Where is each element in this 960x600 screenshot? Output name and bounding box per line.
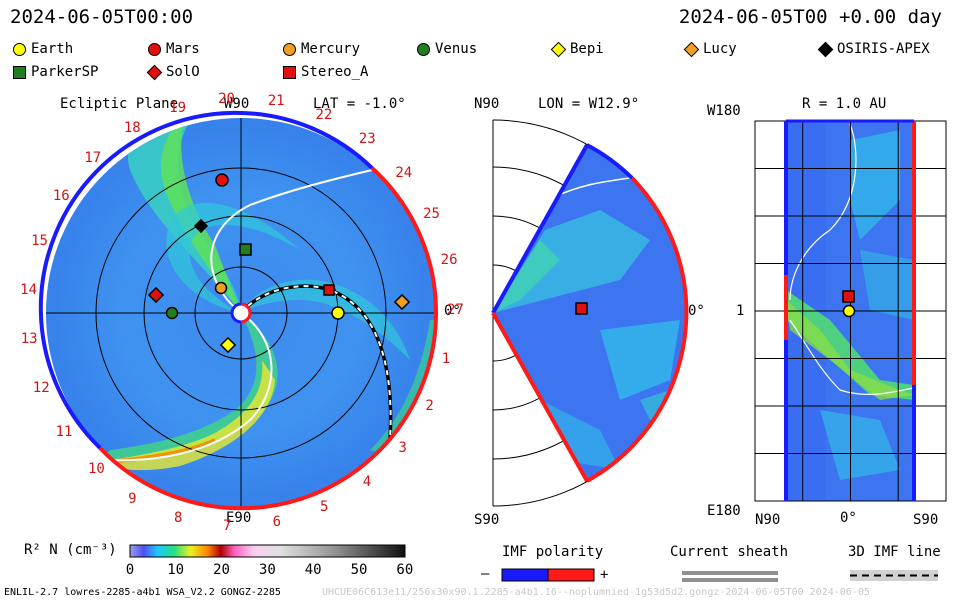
carrington-tick-label: 22 xyxy=(315,106,333,123)
colorbar-tick-label: 30 xyxy=(258,562,276,578)
e90-label: E90 xyxy=(226,510,252,526)
square-marker-icon xyxy=(283,66,296,79)
colorbar-tick-label: 20 xyxy=(213,562,230,578)
carrington-tick-label: 7 xyxy=(223,517,232,534)
imf-polarity-label: IMF polarity xyxy=(502,544,604,560)
footer-right: UHCUE06C613e11/256x30x90.1.2285-a4b1.16-… xyxy=(322,587,870,598)
carrington-tick-label: 1 xyxy=(441,350,451,367)
meridional-density-field xyxy=(493,210,680,470)
marker-stereo-a-latlon xyxy=(842,290,855,303)
carrington-tick-label: 17 xyxy=(84,150,102,167)
lon-label: LON = W12.9° xyxy=(538,96,640,112)
carrington-tick-label: 16 xyxy=(52,188,70,205)
radius-title: R = 1.0 AU xyxy=(802,96,887,112)
current-sheath-label: Current sheath xyxy=(670,544,789,560)
s90-label: S90 xyxy=(474,512,500,528)
marker-earth-latlon xyxy=(842,304,856,318)
circle-marker-icon xyxy=(283,43,296,56)
e180-label: E180 xyxy=(707,503,741,519)
marker-parkersp xyxy=(239,243,252,256)
legend-label: Earth xyxy=(31,41,74,57)
carrington-tick-label: 14 xyxy=(20,281,38,298)
marker-bepi xyxy=(219,336,237,354)
n90-label: N90 xyxy=(474,96,500,112)
marker-osiris-apex xyxy=(193,218,209,234)
carrington-tick-label: 12 xyxy=(32,379,50,396)
carrington-tick-label: 23 xyxy=(358,130,376,147)
carrington-tick-label: 5 xyxy=(320,499,329,516)
carrington-tick-label: 3 xyxy=(398,439,407,456)
ecliptic-plane-title: Ecliptic Plane xyxy=(60,96,179,112)
marker-stereo-a xyxy=(323,284,335,296)
carrington-tick-label: 13 xyxy=(20,331,38,348)
colorbar-tick-label: 0 xyxy=(125,562,135,578)
legend-label: Venus xyxy=(435,41,478,57)
imf-plus-label: + xyxy=(600,567,609,583)
carrington-tick-label: 4 xyxy=(362,474,372,491)
meridional-0-label: 0° xyxy=(688,303,705,319)
carrington-tick-label: 15 xyxy=(31,233,48,250)
carrington-tick-label: 9 xyxy=(128,490,137,507)
footer-left: ENLIL-2.7 lowres-2285-a4b1 WSA_V2.2 GONG… xyxy=(4,587,281,598)
marker-venus xyxy=(165,306,179,320)
carrington-tick-label: 25 xyxy=(423,205,440,222)
square-marker-icon xyxy=(13,66,26,79)
legend-label: Bepi xyxy=(570,41,604,57)
colorbar-tick-label: 40 xyxy=(304,562,322,578)
carrington-tick-label: 20 xyxy=(218,90,235,107)
carrington-tick-label: 27 xyxy=(446,301,464,318)
x-label-0: 0° xyxy=(840,510,857,526)
colorbar-tick-label: 10 xyxy=(167,562,185,578)
w180-label: W180 xyxy=(707,103,741,119)
imf-line-label: 3D IMF line xyxy=(848,544,941,560)
legend-label: Mercury xyxy=(301,41,361,57)
marker-mercury xyxy=(214,281,228,295)
circle-marker-icon xyxy=(13,43,26,56)
carrington-tick-label: 10 xyxy=(87,461,105,478)
colorbar-tick-label: 50 xyxy=(350,562,368,578)
marker-lucy xyxy=(393,293,411,311)
latlon-panel xyxy=(754,119,947,502)
marker-stereo-a-meridional xyxy=(575,302,588,315)
ecliptic-plane-panel xyxy=(38,110,439,511)
w90-label: W90 xyxy=(224,96,250,112)
legend-label: ParkerSP xyxy=(31,64,99,80)
marker-earth xyxy=(331,306,345,320)
carrington-tick-label: 26 xyxy=(440,252,458,269)
carrington-tick-label: 21 xyxy=(267,92,285,109)
x-label-n90: N90 xyxy=(755,512,781,528)
legend-label: SolO xyxy=(166,64,200,80)
legend-label: Stereo_A xyxy=(301,64,369,80)
carrington-tick-label: 24 xyxy=(395,164,413,181)
carrington-tick-label: 11 xyxy=(55,423,73,440)
marker-mars xyxy=(215,173,229,187)
meridional-panel xyxy=(491,119,689,507)
colorbar-label: R² N (cm⁻³) xyxy=(24,542,117,558)
right-timestamp: 2024-06-05T00 +0.00 day xyxy=(678,6,942,28)
circle-marker-icon xyxy=(148,43,161,56)
ecliptic-0-label: 0° xyxy=(444,303,461,319)
colorbar xyxy=(129,544,406,558)
legend-label: Lucy xyxy=(703,41,737,57)
carrington-tick-label: 6 xyxy=(272,514,282,531)
lat-label: LAT = -1.0° xyxy=(313,96,406,112)
lat-1-label: 1 xyxy=(736,303,745,319)
left-timestamp: 2024-06-05T00:00 xyxy=(10,6,194,28)
ecliptic-markers xyxy=(147,173,411,354)
marker-solo xyxy=(147,286,165,304)
carrington-tick-label: 18 xyxy=(123,119,141,136)
imf-minus-label: – xyxy=(481,566,490,582)
carrington-tick-label: 8 xyxy=(174,509,183,526)
carrington-tick-label: 19 xyxy=(169,99,187,116)
circle-marker-icon xyxy=(417,43,430,56)
colorbar-tick-label: 60 xyxy=(396,562,414,578)
x-label-s90: S90 xyxy=(913,512,939,528)
legend-label: OSIRIS-APEX xyxy=(837,41,930,57)
legend-label: Mars xyxy=(166,41,200,57)
carrington-tick-label: 2 xyxy=(425,397,434,414)
